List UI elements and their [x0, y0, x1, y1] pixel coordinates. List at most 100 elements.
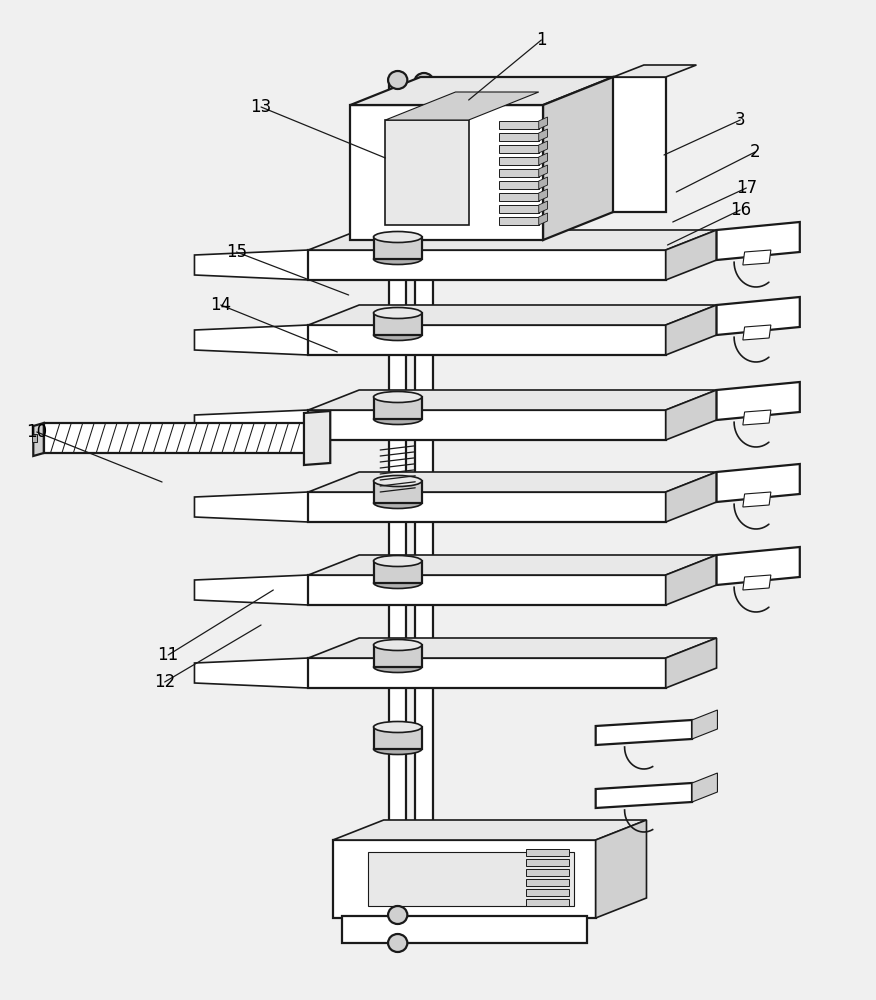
Polygon shape [666, 472, 717, 522]
Polygon shape [308, 250, 666, 280]
Polygon shape [743, 492, 771, 507]
Polygon shape [543, 77, 613, 240]
Polygon shape [385, 120, 469, 225]
Polygon shape [539, 177, 548, 189]
Polygon shape [526, 859, 569, 866]
Text: 10: 10 [26, 423, 47, 441]
Polygon shape [194, 575, 308, 605]
Polygon shape [539, 141, 548, 153]
Text: 17: 17 [736, 179, 757, 197]
Polygon shape [385, 92, 539, 120]
Polygon shape [308, 555, 717, 575]
Text: 2: 2 [750, 143, 760, 161]
Polygon shape [539, 129, 548, 141]
Polygon shape [194, 250, 308, 280]
Ellipse shape [373, 330, 421, 340]
Ellipse shape [373, 232, 421, 242]
Polygon shape [666, 555, 717, 605]
Text: 11: 11 [158, 646, 179, 664]
Polygon shape [32, 434, 37, 442]
Text: 13: 13 [251, 98, 272, 116]
Polygon shape [526, 889, 569, 896]
Polygon shape [499, 133, 539, 141]
Polygon shape [308, 325, 666, 355]
Ellipse shape [414, 876, 434, 894]
Polygon shape [368, 852, 574, 906]
Polygon shape [350, 77, 613, 105]
Polygon shape [692, 773, 717, 802]
Text: 12: 12 [154, 673, 175, 691]
Polygon shape [717, 297, 800, 335]
Ellipse shape [414, 73, 434, 91]
Polygon shape [33, 423, 44, 456]
Ellipse shape [373, 414, 421, 424]
Ellipse shape [373, 253, 421, 264]
Polygon shape [499, 205, 539, 213]
Polygon shape [539, 117, 548, 129]
Polygon shape [596, 820, 646, 918]
Polygon shape [596, 720, 692, 745]
Polygon shape [717, 464, 800, 502]
Polygon shape [613, 65, 696, 77]
Polygon shape [526, 899, 569, 906]
Polygon shape [539, 189, 548, 201]
Polygon shape [539, 153, 548, 165]
Polygon shape [308, 492, 666, 522]
Ellipse shape [388, 906, 407, 924]
Polygon shape [194, 658, 308, 688]
Polygon shape [373, 561, 422, 583]
Polygon shape [308, 230, 717, 250]
Polygon shape [666, 638, 717, 688]
Ellipse shape [373, 722, 421, 732]
Text: 15: 15 [226, 243, 247, 261]
Polygon shape [499, 193, 539, 201]
Ellipse shape [373, 578, 421, 588]
Polygon shape [342, 916, 587, 943]
Polygon shape [373, 313, 422, 335]
Polygon shape [743, 575, 771, 590]
Ellipse shape [373, 308, 421, 318]
Polygon shape [194, 325, 308, 355]
Polygon shape [526, 849, 569, 856]
Polygon shape [666, 230, 717, 280]
Polygon shape [304, 411, 330, 465]
Ellipse shape [373, 556, 421, 566]
Polygon shape [539, 213, 548, 225]
Polygon shape [308, 390, 717, 410]
Polygon shape [717, 222, 800, 260]
Polygon shape [415, 82, 433, 885]
Polygon shape [373, 727, 422, 749]
Ellipse shape [373, 391, 421, 402]
Polygon shape [373, 397, 422, 419]
Polygon shape [499, 145, 539, 153]
Polygon shape [373, 481, 422, 503]
Polygon shape [499, 181, 539, 189]
Text: 3: 3 [735, 111, 745, 129]
Polygon shape [743, 410, 771, 425]
Polygon shape [350, 105, 543, 240]
Polygon shape [596, 783, 692, 808]
Ellipse shape [373, 497, 421, 508]
Polygon shape [308, 410, 666, 440]
Polygon shape [539, 165, 548, 177]
Ellipse shape [373, 744, 421, 754]
Polygon shape [308, 305, 717, 325]
Polygon shape [743, 250, 771, 265]
Polygon shape [308, 638, 717, 658]
Ellipse shape [373, 662, 421, 673]
Polygon shape [308, 658, 666, 688]
Polygon shape [717, 547, 800, 585]
Polygon shape [499, 217, 539, 225]
Ellipse shape [388, 934, 407, 952]
Polygon shape [389, 80, 406, 915]
Polygon shape [194, 492, 308, 522]
Polygon shape [333, 820, 646, 840]
Polygon shape [717, 382, 800, 420]
Polygon shape [526, 879, 569, 886]
Polygon shape [194, 410, 308, 440]
Polygon shape [373, 645, 422, 667]
Polygon shape [526, 869, 569, 876]
Text: 1: 1 [536, 31, 547, 49]
Text: 16: 16 [730, 201, 751, 219]
Polygon shape [692, 710, 717, 739]
